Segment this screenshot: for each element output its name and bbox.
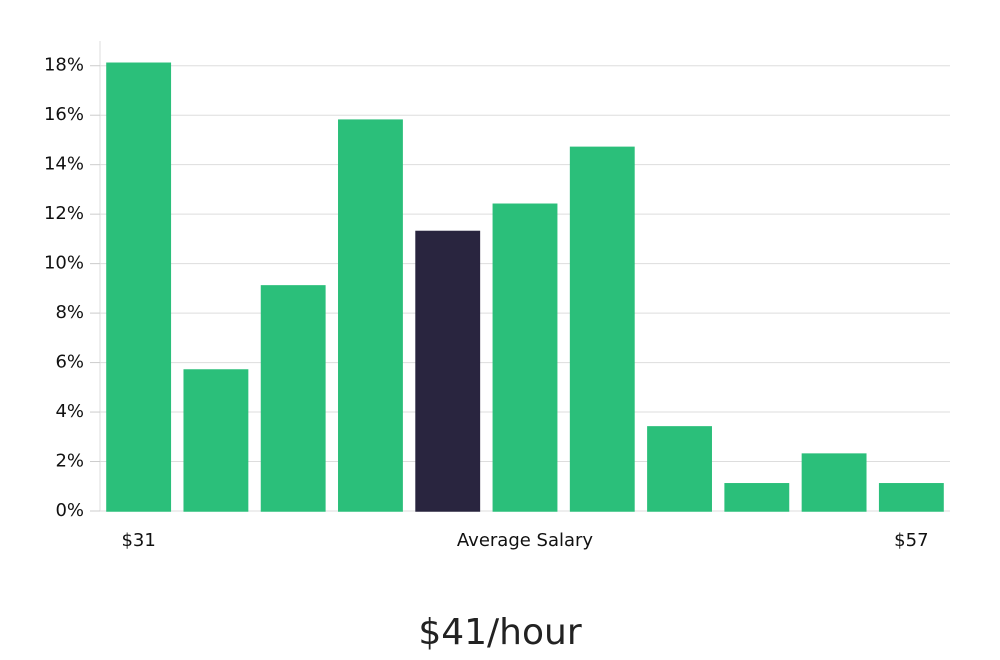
y-tick-label: 18% <box>44 55 84 76</box>
bar <box>260 285 326 512</box>
y-tick-label: 4% <box>55 401 84 422</box>
y-tick-label: 2% <box>55 451 84 472</box>
y-tick-label: 10% <box>44 253 84 274</box>
bar <box>415 230 481 512</box>
x-tick-label: $57 <box>894 530 928 551</box>
y-tick-label: 0% <box>55 500 84 521</box>
bar <box>492 203 558 512</box>
bar <box>569 146 635 512</box>
bar <box>183 369 249 512</box>
y-tick-label: 16% <box>44 104 84 125</box>
bar <box>338 119 403 512</box>
y-tick-label: 14% <box>44 154 84 175</box>
x-tick-label: Average Salary <box>457 530 594 551</box>
bar <box>106 62 172 512</box>
bar <box>801 453 867 512</box>
bar <box>878 483 944 512</box>
chart-title: $41/hour <box>418 612 582 653</box>
bar <box>647 426 712 512</box>
y-tick-label: 8% <box>55 302 84 323</box>
bar <box>724 483 790 512</box>
x-tick-label: $31 <box>121 530 155 551</box>
y-tick-label: 12% <box>44 203 84 224</box>
y-tick-label: 6% <box>55 352 84 373</box>
